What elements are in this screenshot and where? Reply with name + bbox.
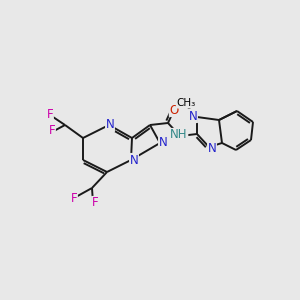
- Text: NH: NH: [170, 128, 188, 142]
- Text: N: N: [130, 154, 138, 166]
- Text: N: N: [106, 118, 114, 131]
- Text: F: F: [71, 191, 77, 205]
- Text: O: O: [169, 103, 178, 116]
- Text: CH₃: CH₃: [176, 98, 196, 108]
- Text: F: F: [47, 109, 53, 122]
- Text: F: F: [49, 124, 55, 137]
- Text: N: N: [159, 136, 167, 149]
- Text: N: N: [189, 110, 197, 122]
- Text: F: F: [92, 196, 98, 209]
- Text: N: N: [208, 142, 216, 154]
